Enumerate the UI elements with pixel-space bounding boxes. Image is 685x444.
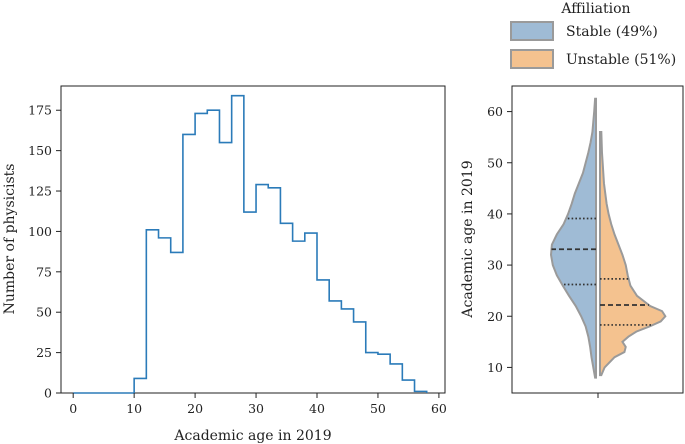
histogram-y-tick-label: 75 bbox=[36, 264, 52, 279]
violin-y-tick-label: 40 bbox=[487, 206, 503, 221]
histogram-x-tick-label: 0 bbox=[69, 401, 77, 416]
histogram-y-axis-title: Number of physicists bbox=[2, 164, 18, 315]
violin-y-tick-label: 50 bbox=[487, 155, 503, 170]
histogram-x-ticks: 0 10 20 30 40 50 60 bbox=[69, 393, 447, 416]
histogram-y-tick-label: 100 bbox=[28, 224, 52, 239]
histogram-x-tick-label: 10 bbox=[126, 401, 142, 416]
violin-plot-frame bbox=[511, 85, 684, 394]
histogram-y-tick-label: 50 bbox=[36, 305, 52, 320]
legend-swatch-unstable bbox=[510, 49, 554, 69]
legend-swatch-stable bbox=[510, 21, 554, 41]
legend: Affiliation Stable (49%) Unstable (51%) bbox=[510, 1, 676, 69]
histogram-x-tick-label: 20 bbox=[187, 401, 203, 416]
histogram-y-tick-label: 175 bbox=[28, 103, 52, 118]
violin-half-stable bbox=[549, 97, 597, 379]
legend-label-unstable: Unstable (51%) bbox=[566, 52, 676, 68]
histogram-x-tick-label: 30 bbox=[248, 401, 264, 416]
violin-half-unstable bbox=[599, 131, 667, 377]
histogram-step-line bbox=[73, 94, 428, 394]
histogram-x-axis-title: Academic age in 2019 bbox=[173, 428, 331, 444]
histogram-y-tick-label: 0 bbox=[44, 386, 52, 401]
violin-y-ticks: 10 20 30 40 50 60 bbox=[487, 104, 512, 375]
histogram-panel: 0 10 20 30 40 50 60 0 25 50 75 100 125 150 175 Academ… bbox=[2, 85, 447, 444]
histogram-y-ticks: 0 25 50 75 100 125 150 175 bbox=[28, 103, 61, 401]
histogram-y-tick-label: 25 bbox=[36, 345, 52, 360]
violin-y-tick-label: 60 bbox=[487, 104, 503, 119]
legend-title: Affiliation bbox=[560, 1, 630, 17]
histogram-x-tick-label: 60 bbox=[431, 401, 447, 416]
violin-y-tick-label: 20 bbox=[487, 309, 503, 324]
violin-panel: 10 20 30 40 50 60 Academic age in 2019 bbox=[460, 85, 684, 398]
violin-y-axis-title: Academic age in 2019 bbox=[460, 160, 476, 318]
histogram-x-tick-label: 50 bbox=[370, 401, 386, 416]
violin-y-tick-label: 30 bbox=[487, 258, 503, 273]
histogram-x-tick-label: 40 bbox=[309, 401, 325, 416]
violin-y-tick-label: 10 bbox=[487, 360, 503, 375]
histogram-y-tick-label: 125 bbox=[28, 184, 52, 199]
histogram-plot-frame bbox=[60, 85, 446, 394]
violin-quartile-lines bbox=[551, 217, 653, 326]
histogram-y-tick-label: 150 bbox=[28, 143, 52, 158]
legend-label-stable: Stable (49%) bbox=[566, 24, 658, 40]
